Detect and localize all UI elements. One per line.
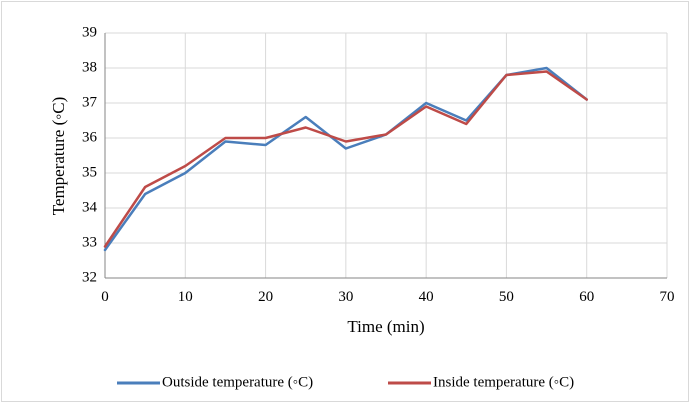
x-tick-label: 70 (660, 289, 675, 305)
y-axis-label: Temperature (◦C) (49, 97, 68, 216)
tick-labels: 32 33 34 35 36 37 38 39 0 10 20 30 40 50 60 70 (82, 24, 675, 305)
x-tick-label: 60 (579, 289, 594, 305)
y-tick-label: 33 (82, 234, 97, 250)
x-tick-label: 10 (178, 289, 193, 305)
y-tick-label: 36 (82, 129, 98, 145)
y-tick-label: 32 (82, 269, 97, 285)
y-tick-label: 34 (82, 199, 98, 215)
x-tick-label: 50 (499, 289, 514, 305)
x-tick-label: 0 (101, 289, 109, 305)
axes (104, 33, 667, 279)
series-line-inside (103, 70, 588, 248)
y-tick-label: 38 (82, 59, 97, 75)
y-tick-label: 39 (82, 24, 97, 40)
legend-label-outside: Outside temperature (◦C) (162, 374, 313, 390)
gridlines (105, 32, 668, 278)
x-tick-label: 30 (338, 289, 353, 305)
legend-label-inside: Inside temperature (◦C) (433, 374, 574, 390)
series-lines (103, 66, 588, 252)
y-tick-label: 37 (82, 94, 98, 110)
chart-frame: 32 33 34 35 36 37 38 39 0 10 20 30 40 50 60 70 Temperat… (1, 1, 689, 402)
legend: Outside temperature (◦C) Inside temperat… (117, 374, 574, 390)
line-chart: 32 33 34 35 36 37 38 39 0 10 20 30 40 50 60 70 Temperat… (49, 24, 675, 390)
y-tick-label: 35 (82, 164, 97, 180)
x-axis-label: Time (min) (347, 317, 424, 336)
x-tick-label: 20 (258, 289, 273, 305)
x-tick-label: 40 (419, 289, 434, 305)
